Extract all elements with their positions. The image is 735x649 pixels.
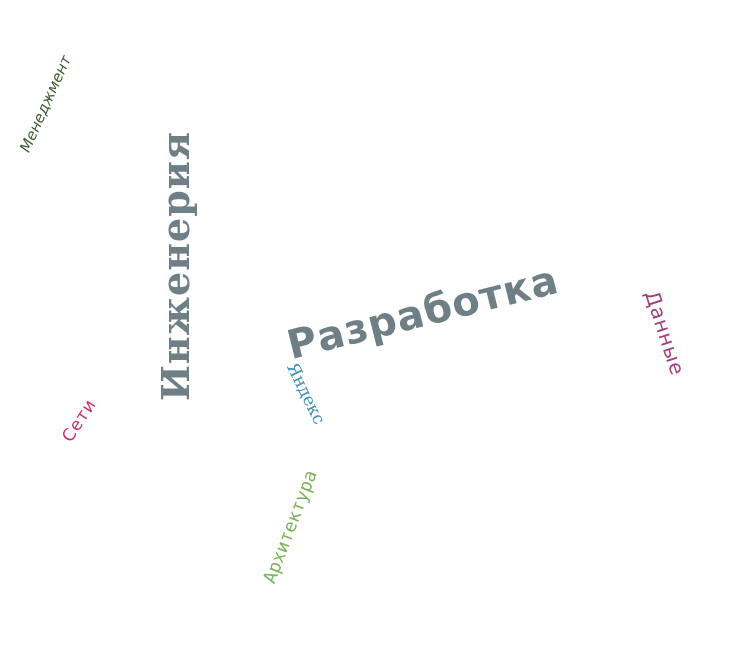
word-arhitektura: Архитектура — [259, 467, 322, 587]
word-dannye: Данные — [639, 287, 691, 379]
word-menedzhment: Менеджмент — [16, 52, 75, 156]
word-inzheneriya: Инженерия — [153, 130, 198, 402]
word-seti: Сети — [58, 395, 101, 447]
word-yandeks: Яндекс — [282, 359, 329, 428]
word-razrabotka: Разработка — [282, 257, 564, 369]
